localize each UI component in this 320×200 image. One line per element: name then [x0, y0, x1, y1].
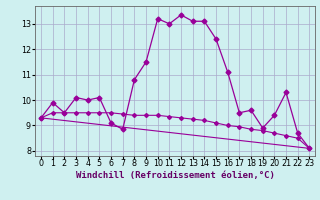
X-axis label: Windchill (Refroidissement éolien,°C): Windchill (Refroidissement éolien,°C) [76, 171, 275, 180]
